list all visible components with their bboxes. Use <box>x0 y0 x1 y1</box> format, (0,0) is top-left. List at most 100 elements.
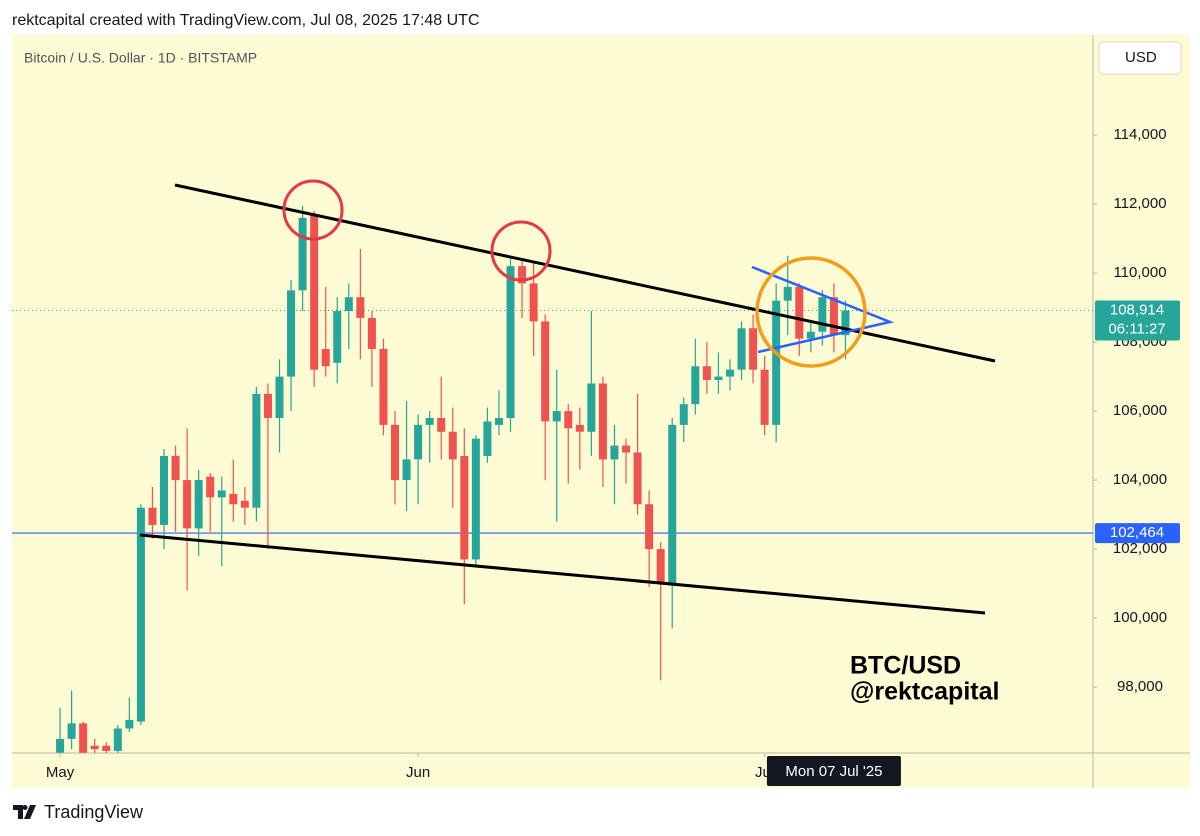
price-label-box <box>1095 300 1180 341</box>
candle-body <box>171 455 180 481</box>
candle-body <box>240 500 249 508</box>
candle-body <box>113 728 122 751</box>
candle-body <box>344 297 353 312</box>
candle-body <box>425 417 434 425</box>
candle-body <box>633 452 642 505</box>
footer-brand: TradingView <box>44 802 144 822</box>
watermark-line: @rektcapital <box>850 678 999 706</box>
currency-box[interactable] <box>1098 41 1182 75</box>
y-tick-label: 102,000 <box>1113 540 1167 557</box>
candle-body <box>229 493 238 505</box>
candle-body <box>102 745 111 751</box>
candle-body <box>414 424 423 460</box>
watermark-line: BTC/USD <box>850 652 961 680</box>
x-tick-label: Jun <box>406 764 430 781</box>
candle-body <box>136 507 145 722</box>
candle-body <box>217 490 226 498</box>
candle-body <box>90 745 99 750</box>
candle-body <box>506 266 515 418</box>
candle-body <box>783 286 792 301</box>
candle-body <box>552 411 561 422</box>
candle-body <box>148 507 157 525</box>
crosshair-label: Mon 07 Jul '25 <box>785 763 882 780</box>
candle-body <box>310 214 319 370</box>
tradingview-logo <box>13 805 36 819</box>
candle-body <box>321 348 330 367</box>
candle-body <box>772 300 781 425</box>
lower-trendline <box>139 533 986 615</box>
candle-body <box>702 366 711 381</box>
candle-body <box>529 283 538 322</box>
currency-label: USD <box>1125 49 1157 66</box>
candle-body <box>691 366 700 405</box>
candle-body <box>714 376 723 381</box>
candle-body <box>841 310 850 336</box>
candle-body <box>541 321 550 422</box>
candle-body <box>795 286 804 339</box>
candle-body <box>471 438 480 560</box>
candle-body <box>56 738 65 753</box>
candle-body <box>818 297 827 332</box>
candle-body <box>760 369 769 425</box>
candle-body <box>183 480 192 529</box>
y-tick-label: 98,000 <box>1117 678 1163 695</box>
y-tick-label: 110,000 <box>1113 264 1166 281</box>
candle-body <box>333 311 342 363</box>
candle-body <box>356 297 365 318</box>
orange-circle <box>755 256 867 368</box>
candle-body <box>494 417 503 425</box>
candle-body <box>298 217 307 291</box>
candle-body <box>275 376 284 418</box>
x-tick-label: May <box>46 764 75 781</box>
y-tick-label: 100,000 <box>1113 609 1167 626</box>
y-tick-label: 114,000 <box>1113 126 1166 143</box>
candle-body <box>391 424 400 481</box>
candle-body <box>575 424 584 432</box>
price-label: 108,914 <box>1110 302 1164 319</box>
candle-body <box>749 328 758 370</box>
candle-body <box>448 431 457 460</box>
candle-body <box>610 445 619 460</box>
y-tick-label: 106,000 <box>1113 402 1167 419</box>
candle-body <box>379 348 388 425</box>
candle-body <box>679 404 688 425</box>
y-tick-label: 112,000 <box>1113 195 1166 212</box>
candle-body <box>67 723 76 739</box>
candle-body <box>622 445 631 453</box>
symbol-title: Bitcoin / U.S. Dollar · 1D · BITSTAMP <box>24 50 257 66</box>
candle-body <box>806 331 815 339</box>
candle-body <box>598 383 607 460</box>
candle-body <box>263 393 272 418</box>
price-countdown: 06:11:27 <box>1108 321 1165 338</box>
candle-body <box>125 719 134 729</box>
upper-trendline <box>174 183 996 363</box>
price-label-box <box>1095 523 1180 544</box>
candle-body <box>252 393 261 508</box>
triangle-drawing <box>751 265 895 354</box>
candle-body <box>645 504 654 550</box>
crosshair-label-box <box>766 756 901 786</box>
candle-body <box>518 266 527 284</box>
candle-body <box>437 417 446 432</box>
candle-body <box>79 723 88 753</box>
candle-body <box>367 317 376 349</box>
candle-body <box>587 383 596 432</box>
price-label: 102,464 <box>1110 524 1164 541</box>
red-circle <box>490 220 552 282</box>
candle-body <box>460 455 469 560</box>
candle-body <box>287 290 296 377</box>
candle-body <box>194 480 203 529</box>
y-tick-label: 104,000 <box>1113 471 1167 488</box>
candle-body <box>402 459 411 481</box>
candle-body <box>725 369 734 377</box>
candle-body <box>483 421 492 456</box>
candle-body <box>564 411 573 429</box>
candle-body <box>656 549 665 584</box>
candle-body <box>829 297 838 336</box>
candle-body <box>160 455 169 525</box>
candle-body <box>206 476 215 498</box>
red-circle <box>282 179 344 241</box>
header-text: rektcapital created with TradingView.com… <box>12 12 480 29</box>
candle-body <box>668 424 677 584</box>
